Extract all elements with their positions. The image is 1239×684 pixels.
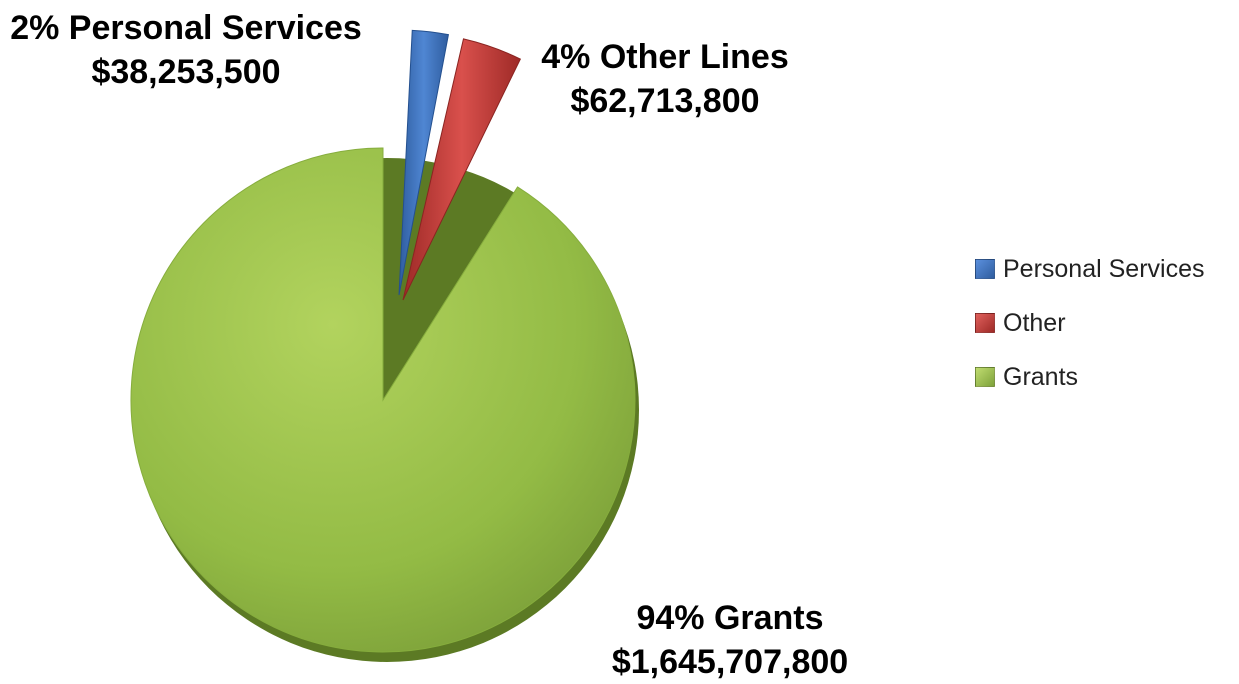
legend-item-personal-services: Personal Services (975, 242, 1204, 296)
data-label-personal-services-value: $38,253,500 (91, 53, 281, 91)
legend-swatch-personal-services (975, 259, 995, 279)
data-label-other-value: $62,713,800 (570, 82, 760, 120)
data-label-personal-services-name: 2% Personal Services (10, 9, 362, 47)
pie-slice-other (402, 38, 522, 301)
legend-label-other: Other (1003, 308, 1066, 337)
legend-label-personal-services: Personal Services (1003, 254, 1205, 283)
data-label-grants-name: 94% Grants (636, 599, 824, 637)
legend-item-grants: Grants (975, 350, 1204, 404)
legend-item-other: Other (975, 296, 1204, 350)
legend-swatch-other (975, 313, 995, 333)
legend-swatch-grants (975, 367, 995, 387)
legend-label-grants: Grants (1003, 362, 1079, 391)
data-label-grants-value: $1,645,707,800 (611, 643, 849, 681)
data-label-personal-services: 2% Personal Services $38,253,500 (0, 6, 372, 94)
data-label-other: 4% Other Lines $62,713,800 (520, 35, 810, 123)
pie-slice-personal-services (398, 29, 450, 296)
data-label-other-name: 4% Other Lines (541, 38, 789, 76)
data-label-grants: 94% Grants $1,645,707,800 (580, 596, 880, 684)
legend: Personal Services Other Grants (975, 242, 1204, 404)
pie-slice-grants (130, 147, 636, 653)
